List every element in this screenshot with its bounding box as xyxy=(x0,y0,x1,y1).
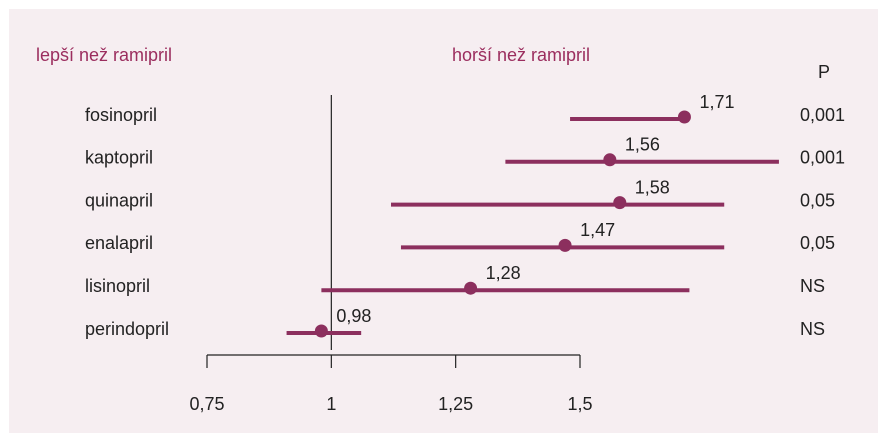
row-label: fosinopril xyxy=(85,105,157,125)
background xyxy=(9,9,878,433)
row-label: lisinopril xyxy=(85,276,150,296)
value-label: 1,58 xyxy=(635,177,670,197)
value-label: 1,28 xyxy=(486,263,521,283)
point-estimate xyxy=(613,196,627,210)
x-tick-label: 1 xyxy=(326,394,336,414)
p-value: 0,001 xyxy=(800,105,845,125)
row-label: kaptopril xyxy=(85,148,153,168)
point-estimate xyxy=(603,153,617,167)
p-value: 0,05 xyxy=(800,190,835,210)
right-label: horší než ramipril xyxy=(452,45,590,65)
p-header: P xyxy=(818,62,830,82)
point-estimate xyxy=(558,238,572,252)
point-estimate xyxy=(677,110,691,124)
p-value: 0,001 xyxy=(800,148,845,168)
p-value: NS xyxy=(800,276,825,296)
value-label: 1,71 xyxy=(699,92,734,112)
point-estimate xyxy=(464,281,478,295)
p-value: NS xyxy=(800,319,825,339)
point-estimate xyxy=(314,324,328,338)
x-tick-label: 1,5 xyxy=(567,394,592,414)
p-value: 0,05 xyxy=(800,233,835,253)
row-label: quinapril xyxy=(85,190,153,210)
value-label: 0,98 xyxy=(336,306,371,326)
x-tick-label: 1,25 xyxy=(438,394,473,414)
left-label: lepší než ramipril xyxy=(36,45,172,65)
value-label: 1,56 xyxy=(625,135,660,155)
row-label: enalapril xyxy=(85,233,153,253)
value-label: 1,47 xyxy=(580,220,615,240)
row-label: perindopril xyxy=(85,319,169,339)
x-tick-label: 0,75 xyxy=(189,394,224,414)
